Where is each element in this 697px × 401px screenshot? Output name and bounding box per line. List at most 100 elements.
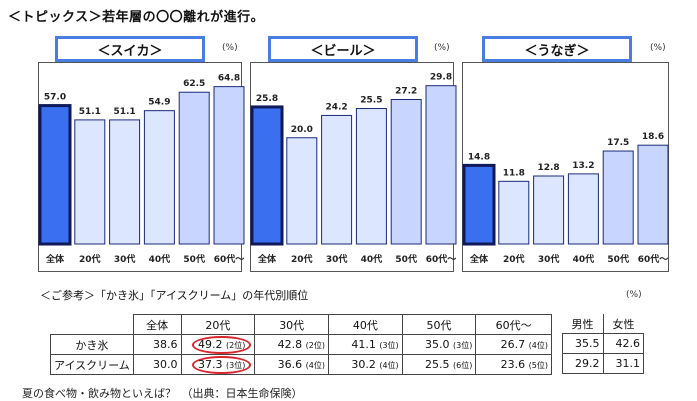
row-label: アイスクリーム — [50, 354, 134, 375]
table-header-cell: 60代～ — [475, 314, 552, 335]
x-tick-label: 30代 — [114, 253, 136, 265]
table-cell: 25.5 (6位) — [401, 354, 477, 375]
table-cell: 30.2 (4位) — [328, 354, 403, 375]
data-label: 17.5 — [607, 138, 629, 148]
x-tick-label: 全体 — [45, 253, 65, 265]
data-label: 51.1 — [79, 107, 101, 117]
cell-rank: (5位) — [528, 361, 548, 370]
data-label: 51.1 — [113, 107, 135, 117]
x-tick-label: 30代 — [538, 253, 560, 265]
table-cell: 42.8 (2位) — [254, 334, 330, 355]
data-label: 25.8 — [256, 94, 278, 104]
data-label: 54.9 — [148, 98, 170, 108]
cell-value: 30.2 — [351, 358, 376, 371]
data-label: 62.5 — [183, 79, 205, 89]
cell-value: 30.0 — [153, 358, 178, 371]
chart-title-watermelon: ＜スイカ＞ — [55, 36, 205, 62]
cell-rank: (4位) — [528, 341, 548, 350]
x-tick-label: 40代 — [361, 253, 383, 265]
reference-title: ＜ご参考＞「かき氷」「アイスクリーム」の年代別順位 — [40, 289, 309, 302]
cell-value: 25.5 — [424, 358, 450, 371]
cell-rank: (6位) — [452, 361, 473, 370]
cell-rank: (3位) — [226, 360, 246, 370]
bar — [462, 163, 496, 246]
cell-value: 26.7 — [500, 338, 526, 351]
data-label: 14.8 — [468, 152, 490, 162]
cell-value: 35.0 — [424, 338, 450, 351]
table-cell: 29.2 — [562, 353, 604, 374]
table-header-cell: 女性 — [602, 314, 644, 334]
cell-rank: (4位) — [379, 361, 399, 370]
data-label: 20.0 — [291, 125, 313, 135]
cell-value: 41.1 — [351, 338, 376, 351]
table-cell: 35.5 — [562, 333, 604, 354]
table-header-cell: 40代 — [328, 314, 403, 335]
x-tick-label: 30代 — [326, 253, 348, 265]
caption: 夏の食べ物・飲み物といえば？ （出典：日本生命保険） — [22, 387, 303, 400]
bar — [109, 119, 141, 245]
table-header-row: 男性 女性 — [562, 314, 644, 334]
bar — [38, 104, 72, 246]
table-header-row: 全体 20代 30代 40代 50代 60代～ — [50, 314, 552, 335]
data-label: 11.8 — [503, 168, 525, 178]
cell-value: 49.2 — [198, 337, 223, 351]
data-label: 24.2 — [325, 102, 347, 112]
table-cell: 36.6 (4位) — [254, 354, 330, 375]
highlight-circle: 37.3 (3位) — [192, 355, 252, 374]
table-cell: 37.3 (3位) — [180, 354, 256, 375]
cell-rank: (2位) — [226, 340, 246, 350]
bar — [250, 105, 284, 246]
table-row: 35.5 42.6 — [562, 333, 644, 354]
table-header-cell: 50代 — [401, 314, 477, 335]
x-tick-label: 40代 — [573, 253, 595, 265]
x-tick-label: 60代～ — [426, 253, 457, 265]
x-tick-label: 20代 — [79, 253, 101, 265]
bar — [390, 99, 422, 245]
table-cell: 26.7 (4位) — [475, 334, 552, 355]
data-label: 12.8 — [537, 163, 559, 173]
bar — [74, 119, 106, 245]
table-row: 29.2 31.1 — [562, 353, 644, 374]
bar — [602, 150, 634, 245]
data-label: 27.2 — [395, 87, 417, 97]
cell-value: 38.6 — [153, 338, 178, 351]
table-header-cell: 全体 — [132, 314, 182, 335]
table-header-cell: 男性 — [562, 314, 604, 334]
table-cell: 30.0 — [132, 354, 182, 375]
cell-rank: (3位) — [379, 341, 399, 350]
row-label: かき氷 — [50, 334, 134, 355]
chart-title-beer: ＜ビール＞ — [268, 36, 418, 62]
unit-label-watermelon: (%) — [222, 43, 238, 53]
unit-label-beer: (%) — [434, 43, 450, 53]
x-tick-label: 40代 — [149, 253, 171, 265]
bar — [143, 110, 175, 245]
table-row: アイスクリーム 30.0 37.3 (3位) 36.6 (4位) 30.2 (4… — [50, 354, 552, 375]
data-label: 25.5 — [360, 96, 382, 106]
table-cell: 31.1 — [602, 353, 644, 374]
bar — [425, 85, 457, 245]
cell-rank: (3位) — [452, 341, 473, 350]
cell-rank: (4位) — [305, 361, 326, 370]
bar-charts: 57.0 全体 51.1 20代 51.1 30代 54.9 40代 62.5 50代 64.8 60… — [38, 73, 669, 265]
table-cell: 42.6 — [602, 333, 644, 354]
cell-value: 37.3 — [198, 357, 223, 371]
bar — [498, 180, 530, 245]
data-label: 64.8 — [218, 74, 240, 84]
bar — [355, 108, 387, 245]
chart-title-eel: ＜うなぎ＞ — [482, 36, 632, 62]
data-label: 57.0 — [44, 93, 66, 103]
cell-value: 23.6 — [500, 358, 526, 371]
table-cell: 49.2 (2位) — [180, 334, 256, 355]
bar — [533, 175, 565, 245]
x-tick-label: 全体 — [469, 253, 489, 265]
unit-label-eel: (%) — [650, 43, 666, 53]
bar — [178, 91, 210, 245]
bar — [637, 144, 669, 245]
x-tick-label: 60代～ — [638, 253, 669, 265]
table-corner — [50, 314, 134, 335]
x-tick-label: 50代 — [607, 253, 629, 265]
cell-rank: (2位) — [305, 341, 326, 350]
x-tick-label: 60代～ — [214, 253, 245, 265]
table-header-cell: 30代 — [254, 314, 330, 335]
x-tick-label: 20代 — [503, 253, 525, 265]
